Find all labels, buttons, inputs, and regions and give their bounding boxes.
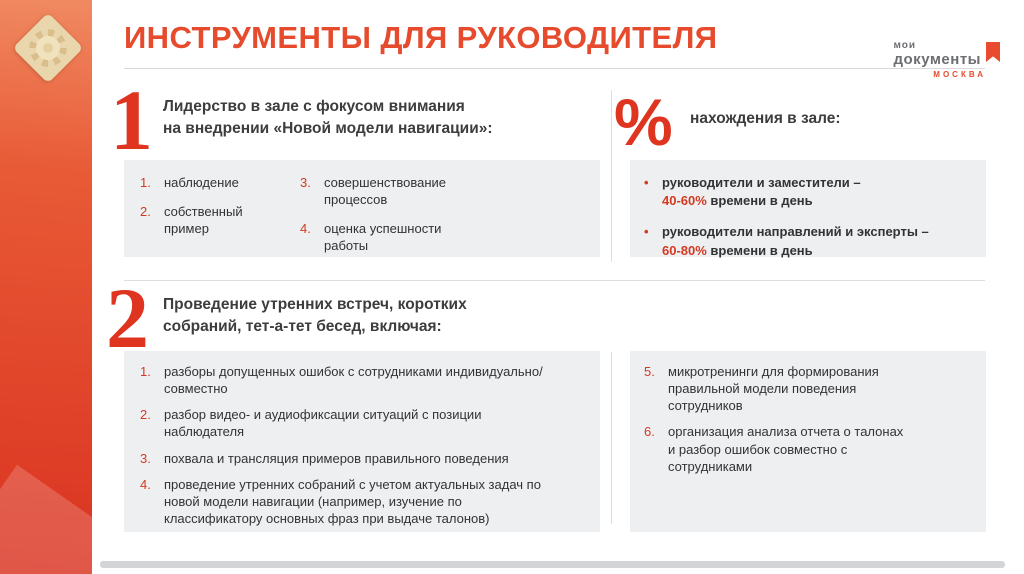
vertical-divider-top <box>611 90 612 262</box>
list-item-text: разбор видео- и аудиофиксации ситуаций с… <box>164 407 482 440</box>
list-item-text: совершенствование процессов <box>324 175 447 208</box>
header-divider <box>124 68 985 69</box>
logo-word-moi: мои <box>893 40 917 51</box>
list-item-number: 3. <box>140 450 151 466</box>
list-item: 6. организация анализа отчета о талонах … <box>644 423 972 474</box>
section1-list-right: 3. совершенствование процессов 4. оценка… <box>300 174 489 255</box>
flag-icon <box>986 42 1000 62</box>
logo-city: москва <box>933 70 986 79</box>
list-item-number: 3. <box>300 175 311 190</box>
logo-word-dokumenty: документы <box>893 51 981 68</box>
section2-number: 2 <box>106 270 149 366</box>
list-item-number: 1. <box>140 175 151 190</box>
list-item: 5. микротренинги для формирования правил… <box>644 363 972 414</box>
list-item-text: разборы допущенных ошибок с сотрудниками… <box>164 364 543 397</box>
list-item: 2. разбор видео- и аудиофиксации ситуаци… <box>140 406 584 440</box>
list-item-text: организация анализа отчета о талонах и р… <box>668 424 904 474</box>
gear-emblem <box>12 12 84 84</box>
bullet-icon <box>644 174 662 210</box>
section1-heading: Лидерство в зале с фокусом внимания на в… <box>163 98 493 138</box>
list-item: 3. похвала и трансляция примеров правиль… <box>140 450 584 467</box>
percent-list: руководители и заместители – 40-60% врем… <box>644 174 972 260</box>
bottom-scrollbar[interactable] <box>100 561 1005 568</box>
section2-list-right: 5. микротренинги для формирования правил… <box>644 363 972 475</box>
gear-icon <box>29 29 67 67</box>
section2-box-right: 5. микротренинги для формирования правил… <box>630 351 986 532</box>
vertical-divider-bottom <box>611 352 612 524</box>
percent-heading: нахождения в зале: <box>690 110 841 127</box>
percent-symbol: % <box>614 85 673 159</box>
list-item-text: собственный пример <box>164 204 243 237</box>
list-item: 1. наблюдение <box>140 174 264 191</box>
percent-item: руководители направлений и эксперты – 60… <box>644 223 972 259</box>
list-item-number: 4. <box>140 476 151 492</box>
percent-value: 40-60% <box>662 193 707 209</box>
list-item: 3. совершенствование процессов <box>300 174 489 208</box>
section2-list-left: 1. разборы допущенных ошибок с сотрудник… <box>140 363 584 527</box>
percent-box: руководители и заместители – 40-60% врем… <box>630 160 986 260</box>
section1-list-left: 1. наблюдение 2. собственный пример <box>140 174 264 255</box>
list-item-text: наблюдение <box>164 175 239 190</box>
percent-item: руководители и заместители – 40-60% врем… <box>644 174 972 210</box>
list-item-text: проведение утренних собраний с учетом ак… <box>164 476 541 527</box>
list-item-text: похвала и трансляция примеров правильног… <box>164 450 509 466</box>
percent-item-text: руководители и заместители – 40-60% врем… <box>662 175 861 209</box>
list-item-number: 1. <box>140 364 151 379</box>
horizontal-divider <box>124 280 985 281</box>
list-item: 1. разборы допущенных ошибок с сотрудник… <box>140 363 584 397</box>
list-item: 2. собственный пример <box>140 203 264 237</box>
list-item-number: 6. <box>644 424 655 440</box>
list-item: 4. проведение утренних собраний с учетом… <box>140 476 584 527</box>
page-title: ИНСТРУМЕНТЫ ДЛЯ РУКОВОДИТЕЛЯ <box>124 20 718 55</box>
section2-box-left: 1. разборы допущенных ошибок с сотрудник… <box>124 351 600 532</box>
bullet-icon <box>644 223 662 259</box>
section2-heading: Проведение утренних встреч, коротких соб… <box>163 296 467 336</box>
list-item-number: 2. <box>140 407 151 423</box>
percent-item-text: руководители направлений и эксперты – 60… <box>662 224 929 258</box>
brand-logo: мои документы москва <box>860 40 1000 79</box>
list-item-number: 2. <box>140 204 151 220</box>
percent-value: 60-80% <box>662 242 707 258</box>
list-item-text: микротренинги для формирования правильно… <box>668 364 879 414</box>
list-item-number: 5. <box>644 364 655 379</box>
section1-box: 1. наблюдение 2. собственный пример 3. с… <box>124 160 600 257</box>
list-item-text: оценка успешности работы <box>324 221 442 254</box>
left-accent-stripe <box>0 0 92 574</box>
list-item: 4. оценка успешности работы <box>300 220 489 254</box>
section1-number: 1 <box>110 72 153 168</box>
list-item-number: 4. <box>300 221 311 237</box>
